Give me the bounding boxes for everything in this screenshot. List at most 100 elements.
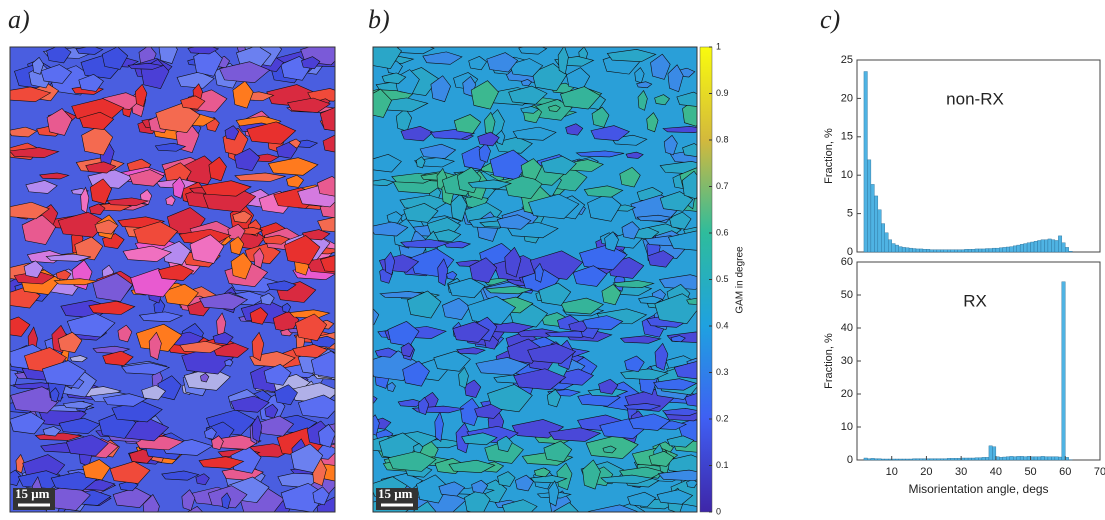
grain: [46, 47, 72, 64]
bar: [863, 71, 868, 253]
bar: [1016, 456, 1021, 461]
grain: [10, 469, 22, 486]
grain: [128, 169, 165, 187]
grain: [373, 395, 378, 404]
grain: [647, 250, 675, 268]
bar: [940, 458, 944, 461]
grain: [89, 203, 106, 215]
grain: [464, 379, 482, 398]
grain: [469, 257, 498, 284]
grain: [497, 471, 516, 487]
bar: [1037, 240, 1042, 253]
grain: [628, 413, 671, 431]
x-tick-label: 20: [920, 466, 932, 478]
bar: [950, 249, 955, 253]
bar: [1058, 235, 1063, 253]
grain: [582, 315, 624, 331]
grain: [682, 143, 697, 157]
bar: [933, 458, 938, 461]
grain: [41, 360, 87, 387]
grain: [504, 246, 522, 278]
grain: [419, 143, 457, 159]
bar: [954, 249, 958, 253]
grain: [15, 453, 25, 474]
bar: [905, 458, 910, 461]
ipf-map: [10, 47, 335, 512]
grain: [23, 260, 44, 278]
grain: [494, 136, 533, 154]
grain: [538, 282, 572, 306]
panel-label: b): [368, 5, 390, 34]
grain: [508, 85, 548, 105]
grain: [224, 125, 240, 141]
grain: [120, 362, 171, 375]
grain: [236, 47, 272, 68]
grain: [66, 313, 116, 338]
grain: [289, 309, 331, 319]
grain: [400, 239, 451, 249]
grain: [40, 64, 72, 84]
grain: [646, 112, 659, 133]
grain: [101, 47, 129, 70]
bar: [1044, 239, 1049, 253]
grain: [208, 156, 227, 182]
bar: [926, 458, 931, 461]
bar: [936, 249, 941, 253]
colorbar-tick-label: 0: [716, 506, 721, 516]
grain: [663, 134, 678, 156]
bar: [901, 458, 906, 461]
grain: [373, 308, 380, 325]
grain: [148, 331, 162, 361]
grain: [25, 180, 58, 194]
bar: [1037, 456, 1042, 461]
bar: [999, 247, 1003, 253]
grain: [232, 80, 254, 109]
grain: [548, 104, 561, 112]
grain: [318, 423, 335, 448]
grain: [122, 245, 173, 262]
grain: [496, 435, 513, 453]
bar: [981, 457, 986, 461]
grain: [154, 142, 187, 152]
colorbar-label: GAM in degree: [735, 246, 746, 314]
panel-label: a): [8, 5, 30, 34]
grain: [601, 284, 622, 306]
grain: [676, 91, 697, 107]
grain: [658, 274, 697, 290]
bar: [898, 458, 903, 461]
grain: [579, 244, 628, 271]
grain: [548, 427, 602, 442]
grain: [509, 58, 544, 77]
bar: [1002, 456, 1007, 461]
x-tick-label: 30: [955, 466, 967, 478]
bar: [1019, 456, 1024, 461]
grain: [10, 86, 52, 103]
grain: [232, 210, 253, 224]
grain: [654, 94, 670, 106]
grain: [320, 255, 335, 273]
grain: [413, 501, 437, 512]
bar: [919, 248, 924, 253]
grain: [513, 368, 567, 391]
grain: [127, 63, 164, 70]
grain: [587, 504, 640, 512]
grain: [319, 107, 335, 132]
grain: [386, 211, 403, 224]
grain: [619, 335, 662, 344]
grain: [666, 435, 695, 448]
grain: [32, 56, 44, 75]
grain: [79, 111, 115, 130]
colorbar-tick-label: 0.7: [716, 181, 729, 191]
colorbar-tick-label: 0.9: [716, 88, 729, 98]
grain: [65, 434, 109, 457]
grain: [467, 179, 512, 190]
grain: [560, 297, 604, 315]
grain: [448, 459, 496, 473]
grain: [381, 72, 407, 84]
y-tick-label: 20: [841, 388, 853, 400]
grain: [290, 443, 324, 473]
grain: [224, 358, 234, 367]
grain: [604, 231, 619, 252]
grain: [92, 273, 133, 302]
bar: [891, 458, 896, 461]
